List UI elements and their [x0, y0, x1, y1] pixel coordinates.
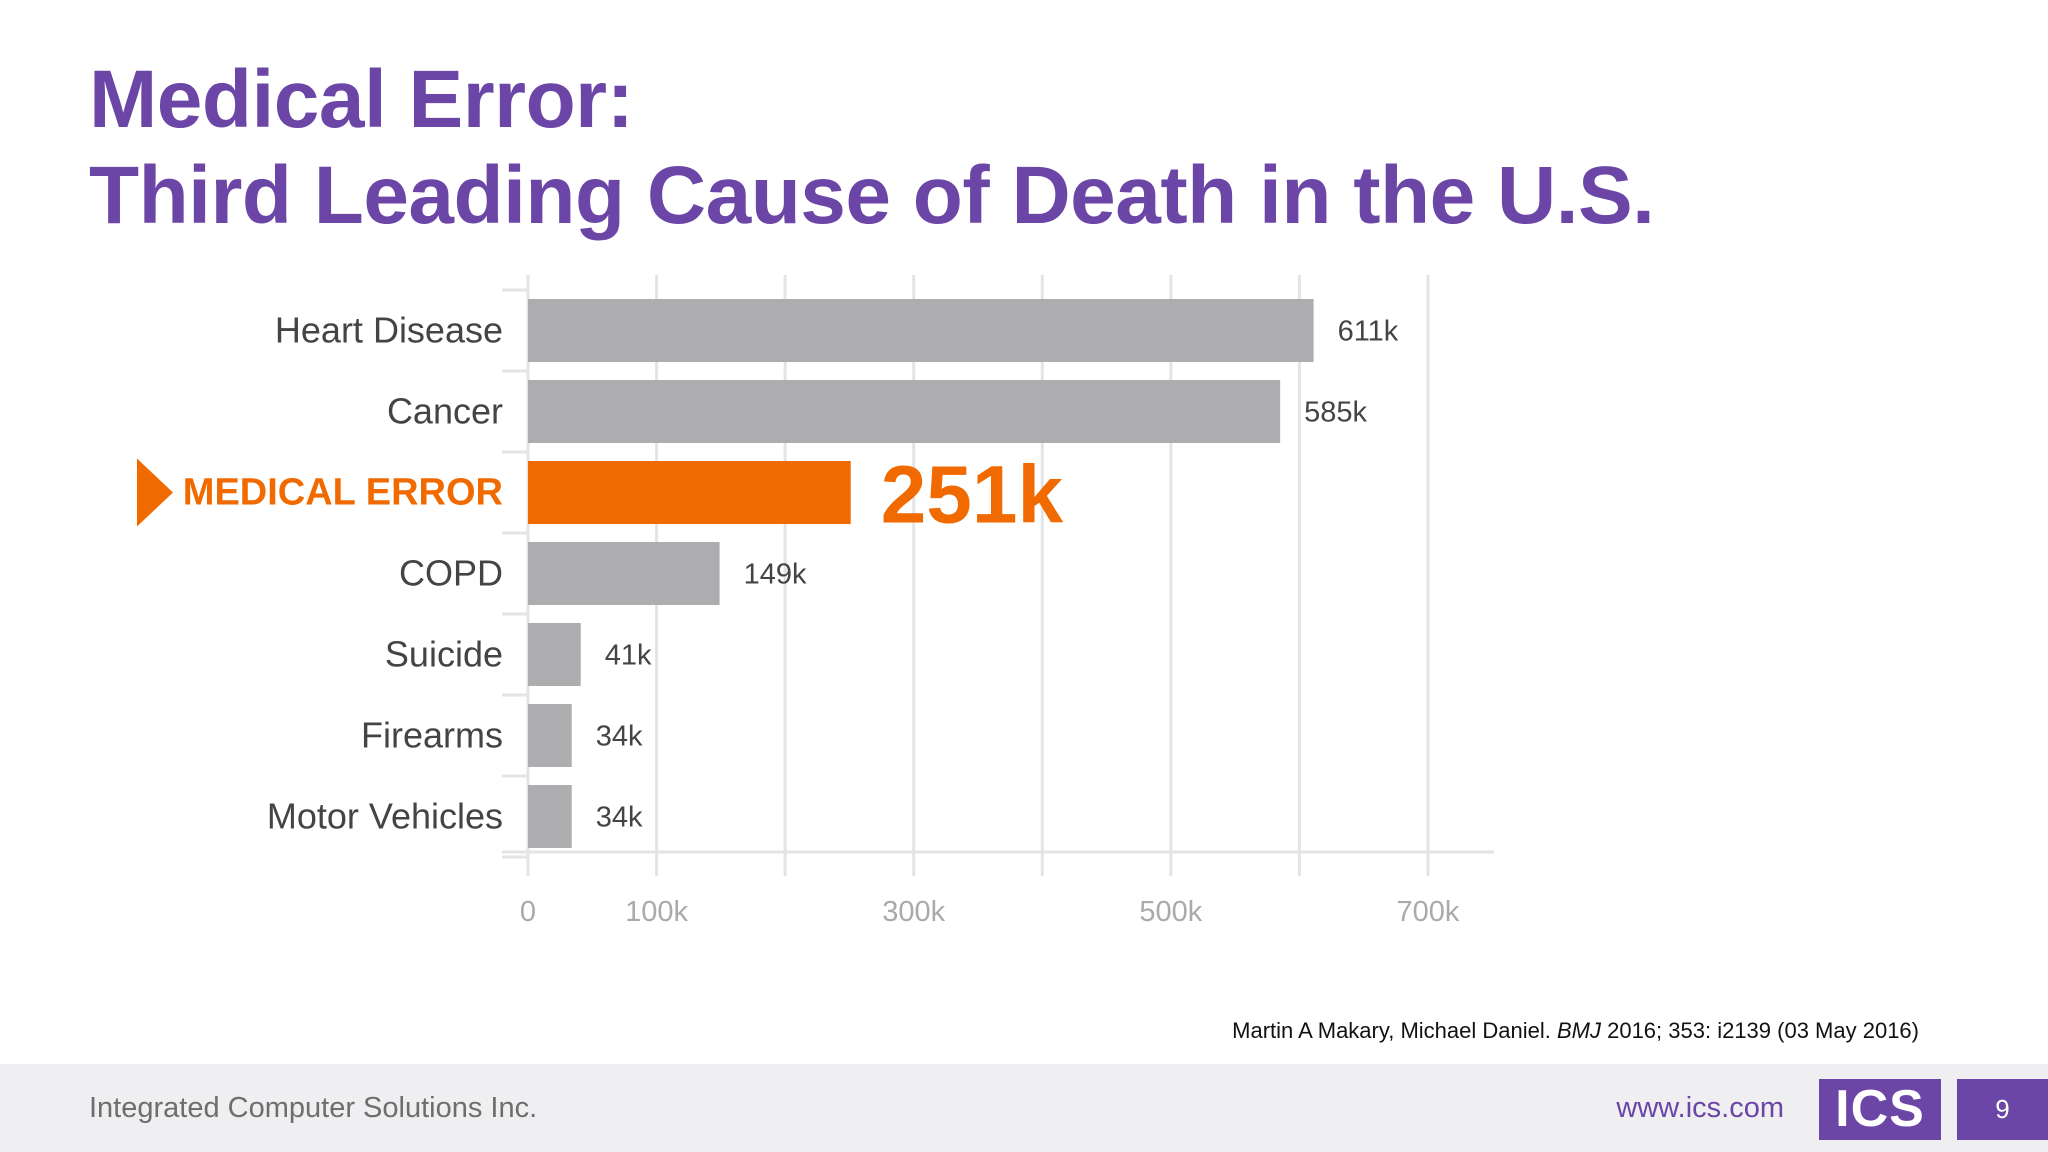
bar-medical-error — [528, 461, 851, 524]
value-label: 34k — [596, 802, 643, 834]
slide-title: Medical Error: Third Leading Cause of De… — [89, 52, 1655, 244]
bar — [528, 542, 720, 605]
company-name: Integrated Computer Solutions Inc. — [89, 1092, 538, 1124]
bar — [528, 704, 572, 767]
citation-authors: Martin A Makary, Michael Daniel. — [1232, 1018, 1557, 1043]
page-number: 9 — [1957, 1079, 2048, 1140]
title-line-2: Third Leading Cause of Death in the U.S. — [89, 150, 1655, 241]
category-label: Motor Vehicles — [267, 796, 503, 837]
bar — [528, 785, 572, 848]
death-causes-bar-chart: 0 100k 300k 500k 700k Heart Disease 611k Cancer… — [137, 275, 1494, 928]
x-tick-label: 300k — [882, 896, 945, 928]
x-tick-label: 500k — [1139, 896, 1202, 928]
x-tick-label: 100k — [625, 896, 688, 928]
value-label: 149k — [744, 559, 807, 591]
x-tick-label: 0 — [520, 896, 536, 928]
value-label: 585k — [1304, 397, 1367, 429]
title-line-1: Medical Error: — [89, 54, 634, 145]
category-label: COPD — [399, 553, 503, 594]
value-label: 251k — [881, 450, 1064, 541]
category-label: MEDICAL ERROR — [183, 472, 503, 514]
value-label: 34k — [596, 721, 643, 753]
highlight-arrow-icon — [137, 458, 173, 527]
bar — [528, 299, 1314, 362]
bar — [528, 380, 1281, 443]
citation-details: 2016; 353: i2139 (03 May 2016) — [1600, 1018, 1919, 1043]
category-label: Heart Disease — [275, 310, 503, 351]
citation: Martin A Makary, Michael Daniel. BMJ 201… — [1232, 1018, 1919, 1044]
website-link[interactable]: www.ics.com — [1616, 1092, 1784, 1124]
category-label: Cancer — [387, 391, 503, 432]
footer-bar: Integrated Computer Solutions Inc. www.i… — [0, 1064, 2048, 1152]
category-label: Firearms — [361, 715, 503, 756]
ics-logo: ICS — [1819, 1079, 1941, 1140]
value-label: 41k — [605, 640, 652, 672]
bar — [528, 623, 581, 686]
citation-journal: BMJ — [1556, 1018, 1601, 1043]
category-label: Suicide — [385, 634, 503, 675]
value-label: 611k — [1338, 316, 1399, 348]
x-tick-label: 700k — [1397, 896, 1460, 928]
